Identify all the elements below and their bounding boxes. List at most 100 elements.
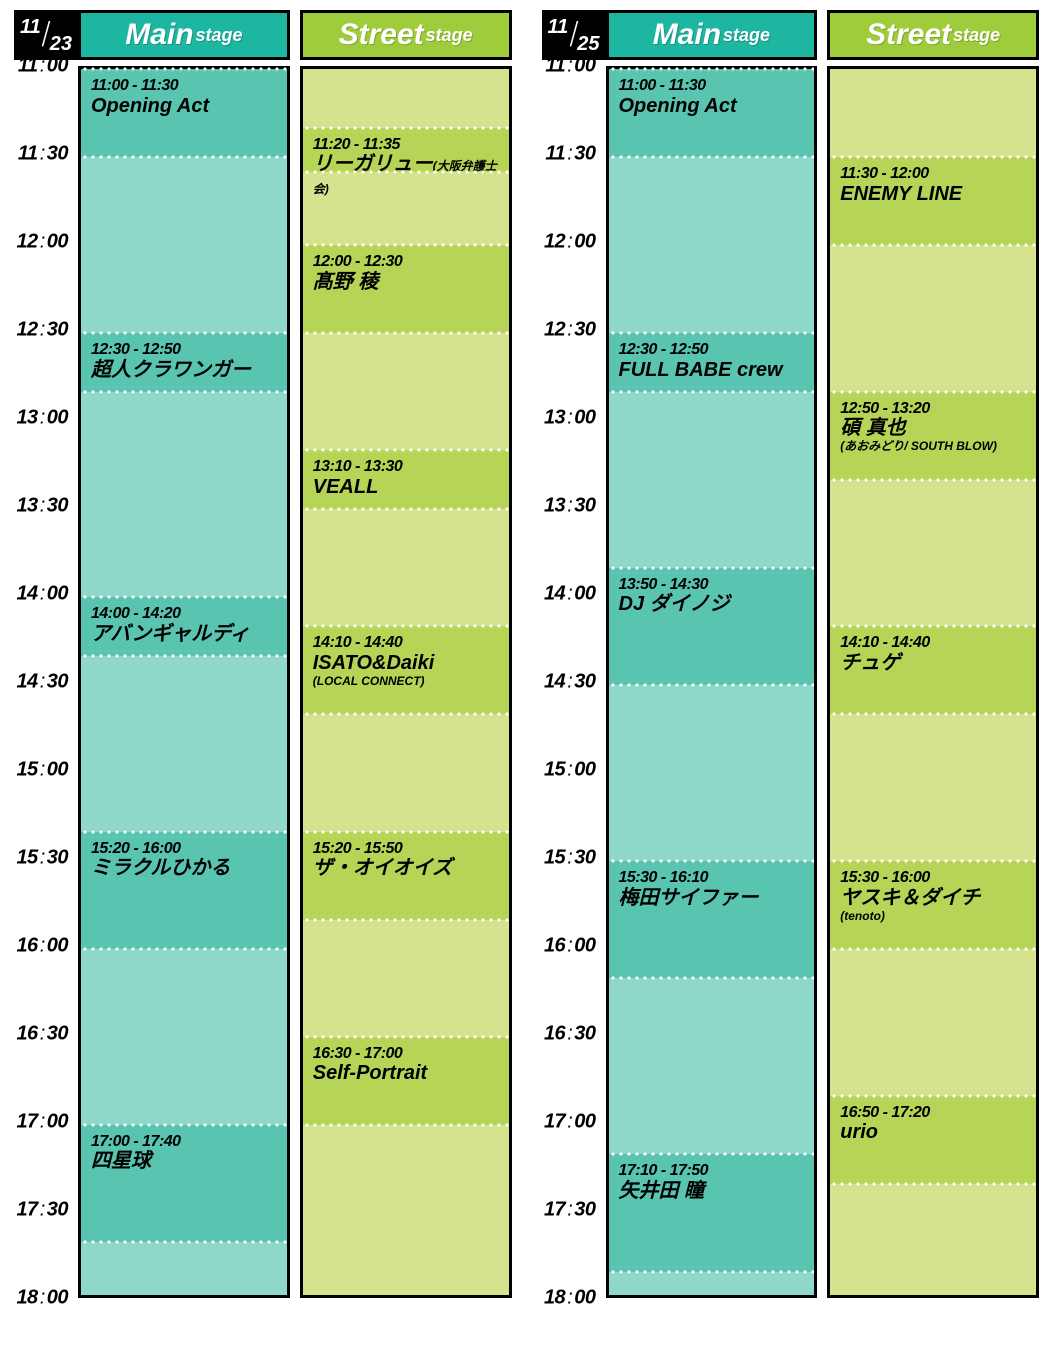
- date-month: 11: [20, 16, 41, 39]
- act-time: 16:50 - 17:20: [840, 1104, 1026, 1122]
- main-stage-col: Mainstage11:00 - 11:30Opening Act12:30 -…: [606, 10, 818, 1298]
- act-time: 12:50 - 13:20: [840, 400, 1026, 418]
- act-time: 14:00 - 14:20: [91, 605, 277, 623]
- act-name: ヤスキ＆ダイチ: [840, 887, 1026, 910]
- time-label: 17:30: [14, 1198, 74, 1221]
- time-label: 14:30: [542, 670, 602, 693]
- stages: Mainstage11:00 - 11:30Opening Act12:30 -…: [78, 10, 512, 1298]
- act-block: 16:50 - 17:20urio: [830, 1096, 1036, 1184]
- act-name-text: Opening Act: [91, 95, 209, 117]
- act-name-text: ヤスキ＆ダイチ: [840, 887, 980, 909]
- time-marks: 11:0011:3012:0012:3013:0013:3014:0014:30…: [14, 66, 78, 1298]
- act-name: チュゲ: [840, 652, 1026, 675]
- act-name: urio: [840, 1121, 1026, 1144]
- act-name: Opening Act: [619, 95, 805, 118]
- time-label: 18:00: [542, 1286, 602, 1309]
- act-block: 15:20 - 16:00ミラクルひかる: [81, 832, 287, 949]
- time-label: 16:00: [14, 934, 74, 957]
- act-time: 11:30 - 12:00: [840, 165, 1026, 183]
- act-time: 11:00 - 11:30: [619, 77, 805, 95]
- time-label: 17:00: [542, 1110, 602, 1133]
- act-time: 12:30 - 12:50: [91, 341, 277, 359]
- act-note: (LOCAL CONNECT): [313, 675, 499, 688]
- date-slash: /: [43, 16, 49, 55]
- act-name-text: ISATO&Daiki: [313, 652, 435, 674]
- main-track: 11:00 - 11:30Opening Act 12:30 - 12:50超人ク…: [78, 66, 290, 1298]
- stage-title-big: Main: [125, 18, 193, 52]
- act-block: 12:30 - 12:50FULL BABE crew: [609, 333, 815, 392]
- act-name-text: urio: [840, 1121, 878, 1143]
- time-label: 16:00: [542, 934, 602, 957]
- street-track: 11:20 - 11:35リーガリュー(大阪弁護士会)12:00 - 12:30…: [300, 66, 512, 1298]
- act-time: 17:00 - 17:40: [91, 1133, 277, 1151]
- act-name-text: VEALL: [313, 476, 379, 498]
- act-name-text: ミラクルひかる: [91, 857, 230, 879]
- act-time: 16:30 - 17:00: [313, 1045, 499, 1063]
- act-block: 13:10 - 13:30VEALL: [303, 450, 509, 509]
- act-block: 15:20 - 15:50ザ・オイオイズ: [303, 832, 509, 920]
- act-time: 11:20 - 11:35: [313, 136, 499, 154]
- act-block: 12:30 - 12:50超人クラワンガー: [81, 333, 287, 392]
- act-name: DJ ダイノジ: [619, 593, 805, 616]
- act-name-text: Self-Portrait: [313, 1062, 427, 1084]
- act-block: 12:50 - 13:20碩 真也(あおみどり/ SOUTH BLOW): [830, 392, 1036, 480]
- act-time: 14:10 - 14:40: [313, 634, 499, 652]
- time-label: 16:30: [14, 1022, 74, 1045]
- stage-title-small: stage: [426, 25, 473, 46]
- stage-title-small: stage: [953, 25, 1000, 46]
- time-label: 17:00: [14, 1110, 74, 1133]
- act-name: ザ・オイオイズ: [313, 857, 499, 880]
- act-block: 14:10 - 14:40ISATO&Daiki(LOCAL CONNECT): [303, 626, 509, 714]
- act-time: 12:00 - 12:30: [313, 253, 499, 271]
- street-track: 11:30 - 12:00ENEMY LINE 12:50 - 13:20碩 真也…: [827, 66, 1039, 1298]
- act-name: FULL BABE crew: [619, 359, 805, 382]
- act-name: 四星球: [91, 1150, 277, 1173]
- act-block: 11:00 - 11:30Opening Act: [81, 69, 287, 157]
- act-block: 12:00 - 12:30髙野 稜: [303, 245, 509, 333]
- time-gutter: 11/2511:0011:3012:0012:3013:0013:3014:00…: [542, 10, 606, 1298]
- stage-title-big: Street: [866, 18, 951, 52]
- day-23: 11/2311:0011:3012:0012:3013:0013:3014:00…: [14, 10, 512, 1298]
- time-label: 13:30: [14, 494, 74, 517]
- time-label: 18:00: [14, 1286, 74, 1309]
- date-slash: /: [571, 16, 577, 55]
- time-label: 12:00: [542, 230, 602, 253]
- time-gutter: 11/2311:0011:3012:0012:3013:0013:3014:00…: [14, 10, 78, 1298]
- act-name-text: リーガリュー: [313, 153, 433, 175]
- act-name-text: 四星球: [91, 1150, 151, 1172]
- time-label: 12:30: [542, 318, 602, 341]
- date-month: 11: [548, 16, 569, 39]
- act-name-text: ENEMY LINE: [840, 183, 962, 205]
- act-time: 13:10 - 13:30: [313, 458, 499, 476]
- act-name-text: チュゲ: [840, 652, 900, 674]
- time-label: 11:30: [14, 142, 74, 165]
- act-block: 14:00 - 14:20アバンギャルディ: [81, 597, 287, 656]
- schedule-page: 11/2311:0011:3012:0012:3013:0013:3014:00…: [0, 0, 1053, 1318]
- act-name: 超人クラワンガー: [91, 359, 277, 382]
- act-name-text: FULL BABE crew: [619, 359, 783, 381]
- act-name: 髙野 稜: [313, 271, 499, 294]
- act-name: ISATO&Daiki: [313, 652, 499, 675]
- act-name: Self-Portrait: [313, 1062, 499, 1085]
- act-time: 14:10 - 14:40: [840, 634, 1026, 652]
- act-time: 11:00 - 11:30: [91, 77, 277, 95]
- days-row: 11/2311:0011:3012:0012:3013:0013:3014:00…: [14, 10, 1039, 1298]
- time-label: 11:30: [542, 142, 602, 165]
- time-label: 12:00: [14, 230, 74, 253]
- act-name: Opening Act: [91, 95, 277, 118]
- time-label: 17:30: [542, 1198, 602, 1221]
- time-marks: 11:0011:3012:0012:3013:0013:3014:0014:30…: [542, 66, 606, 1298]
- act-name-text: Opening Act: [619, 95, 737, 117]
- time-label: 15:00: [542, 758, 602, 781]
- street-stage-header: Streetstage: [300, 10, 512, 60]
- act-name: 碩 真也: [840, 417, 1026, 440]
- time-label: 14:00: [542, 582, 602, 605]
- act-name-text: アバンギャルディ: [91, 623, 250, 645]
- stage-title-big: Street: [339, 18, 424, 52]
- date-badge: 11/25: [542, 10, 606, 60]
- time-label: 13:00: [14, 406, 74, 429]
- stage-title-small: stage: [196, 25, 243, 46]
- act-time: 15:30 - 16:10: [619, 869, 805, 887]
- act-block: 13:50 - 14:30DJ ダイノジ: [609, 568, 815, 685]
- time-label: 15:00: [14, 758, 74, 781]
